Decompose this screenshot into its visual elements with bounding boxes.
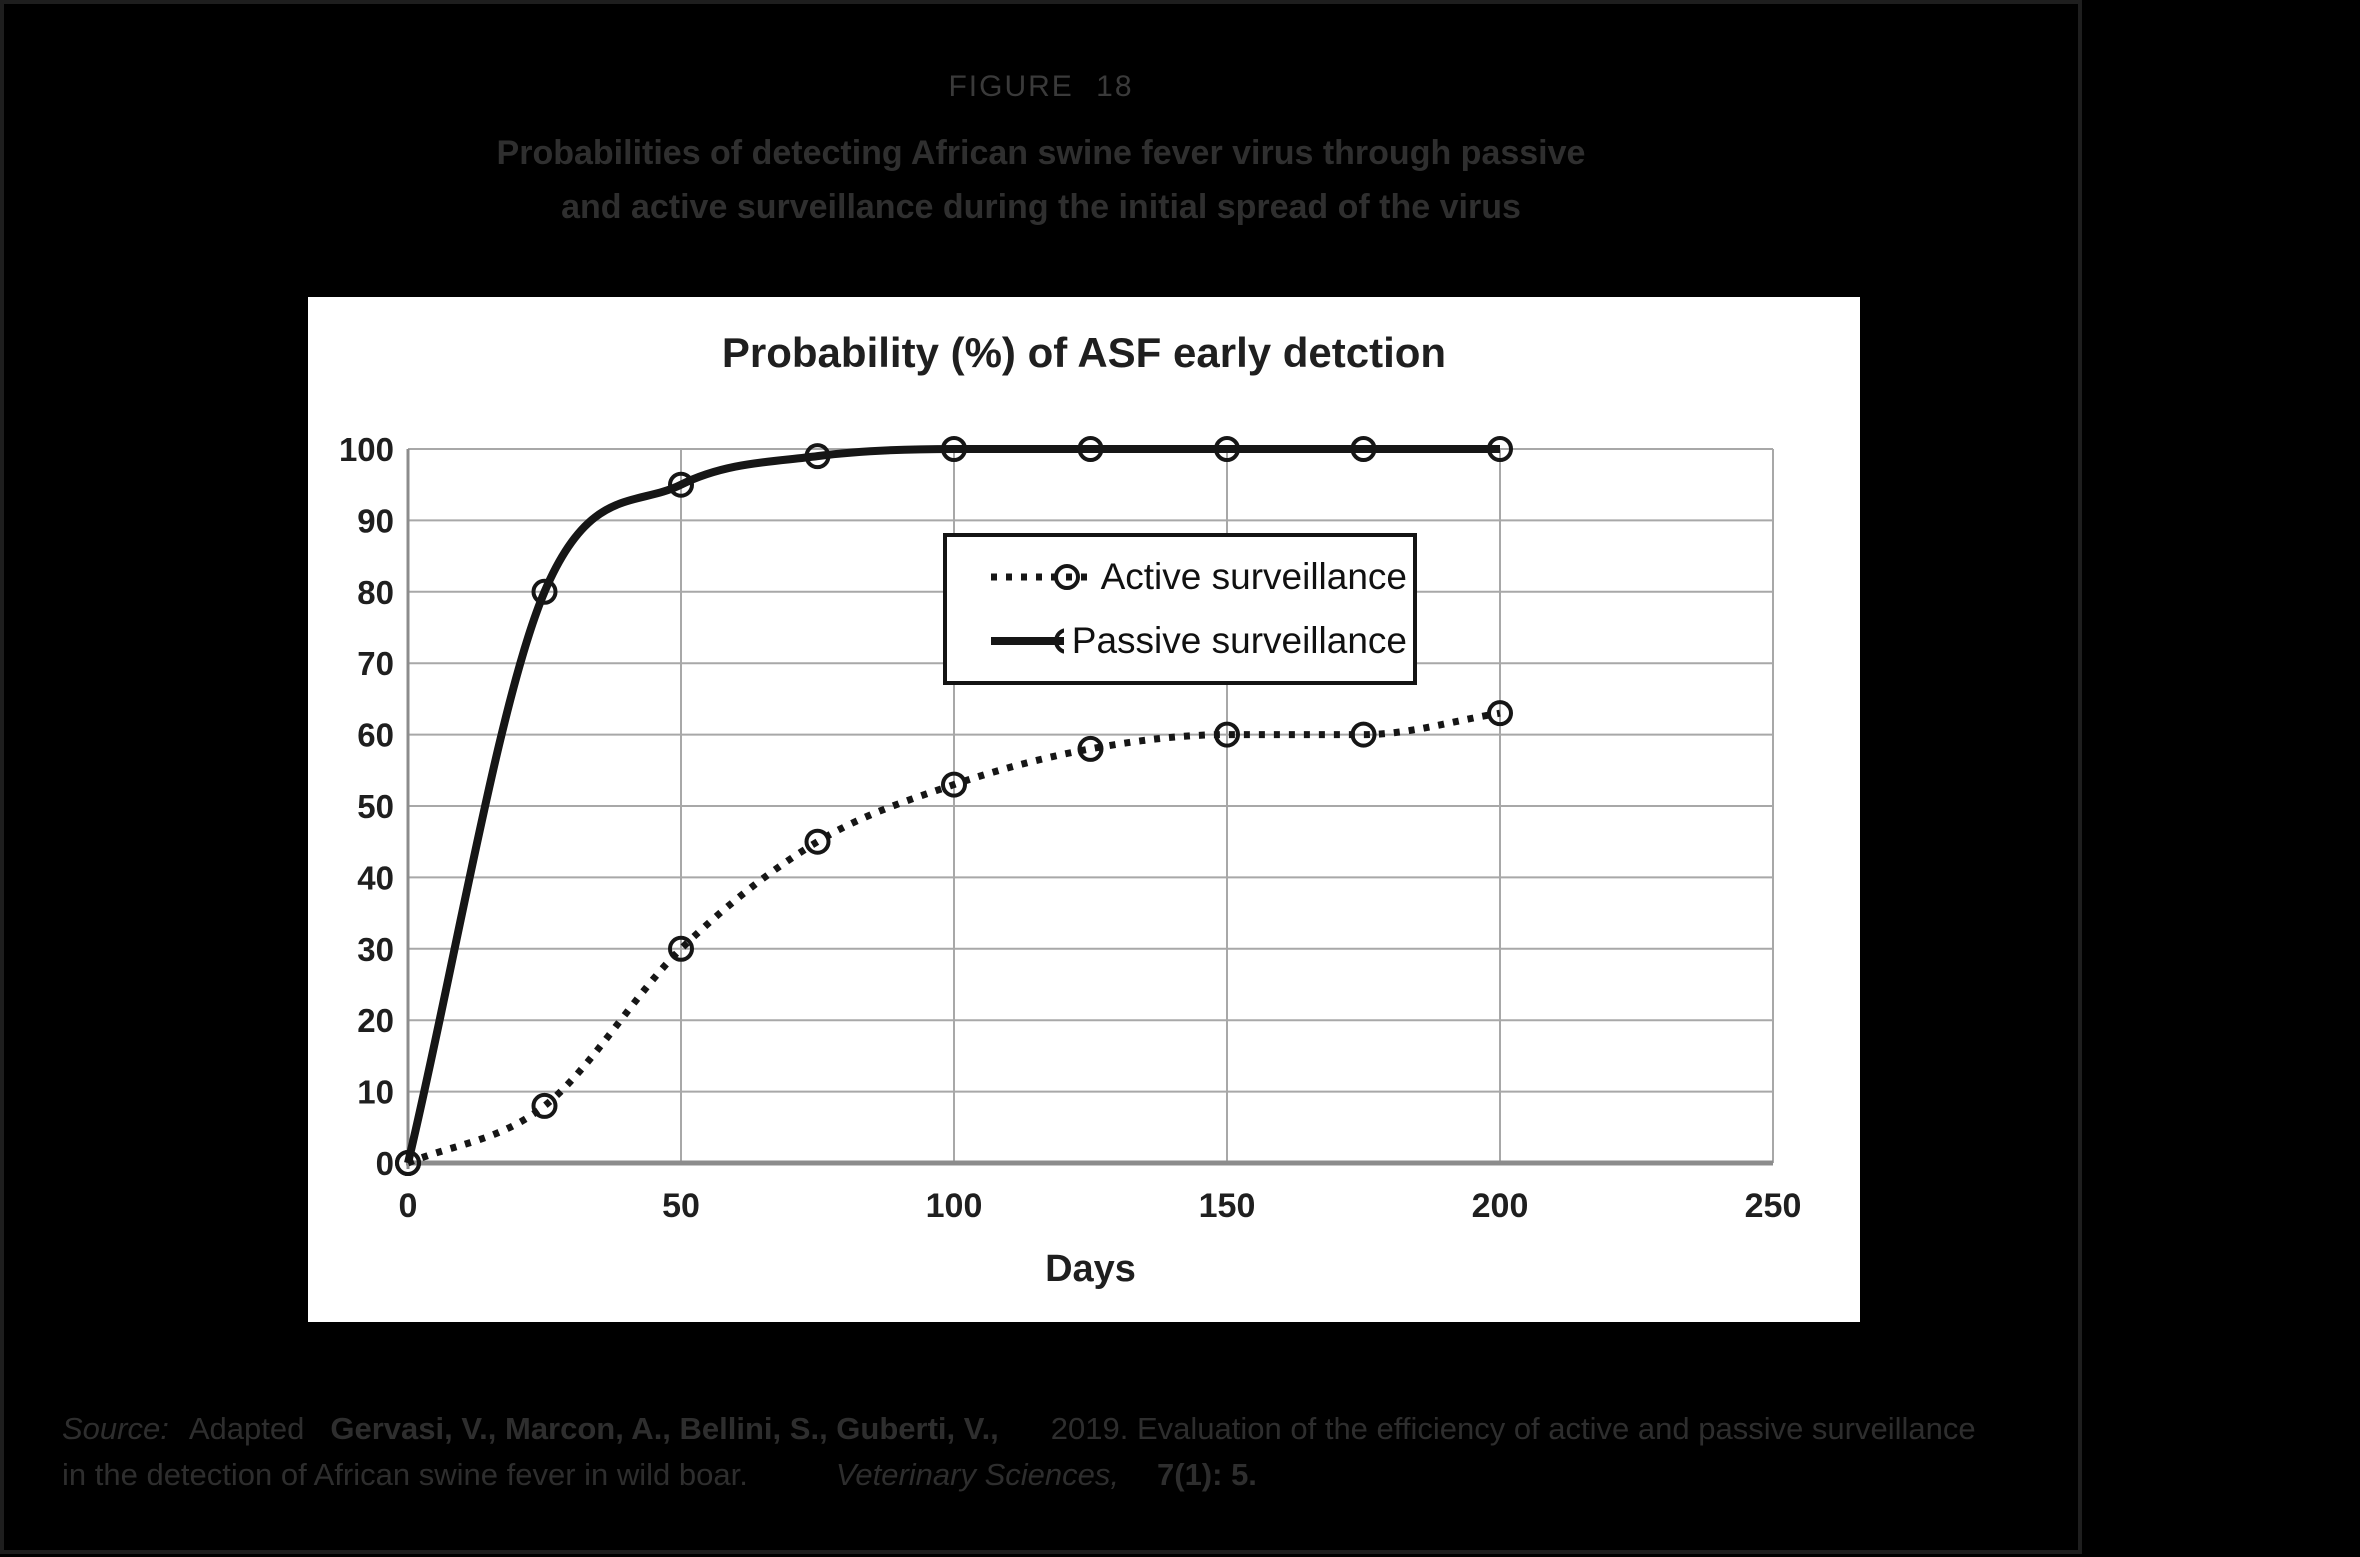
figure-title: Probabilities of detecting African swine… [0,126,2082,234]
source-text2: in the detection of African swine fever … [62,1457,748,1492]
y-tick-label: 0 [376,1145,394,1182]
data-point-marker [1077,436,1104,462]
y-tick-label: 10 [357,1074,394,1111]
data-point-marker [804,443,831,470]
data-point-marker [1214,721,1240,748]
source-line2: in the detection of African swine fever … [62,1452,2022,1498]
passive-series-line [404,445,1500,1164]
y-tick-label: 90 [357,502,394,539]
line-chart: 0 10 20 30 40 50 60 70 80 90 100 0 50 100 150 200 250 Day… [339,431,1802,1290]
source-authors: Gervasi, V., Marcon, A., Bellini, S., Gu… [330,1411,999,1446]
legend-label-active: Active surveillance [1100,556,1407,597]
x-tick-label: 150 [1199,1187,1256,1225]
source-text1: 2019. Evaluation of the efficiency of ac… [1050,1411,1976,1446]
active-series-line [406,709,1501,1167]
legend-sample-dotted-line-icon [991,564,1093,590]
y-tick-label: 80 [357,574,394,611]
x-axis-title: Days [1045,1248,1136,1290]
source-adapted: Adapted [188,1411,305,1446]
data-point-marker [531,578,558,605]
y-tick-label: 20 [357,1002,394,1039]
figure-header: FIGURE 18 Probabilities of detecting Afr… [0,70,2082,234]
legend-sample-solid-line-icon [991,628,1064,654]
y-tick-label: 60 [357,717,394,754]
data-point-marker [1214,436,1240,462]
chart-legend: Active surveillance Passive surveillance [943,533,1417,685]
chart-title: Probability (%) of ASF early detction [721,329,1447,376]
data-point-marker [1077,735,1104,762]
figure-title-line1: Probabilities of detecting African swine… [496,134,1586,172]
figure-number-label: FIGURE 18 [948,70,1134,103]
source-issue: 7(1): 5. [1157,1457,1257,1492]
data-point-marker [395,1150,421,1176]
data-point-marker [1487,436,1513,462]
data-point-marker [1350,721,1377,748]
data-point-marker [941,771,967,798]
source-note: Source: Adapted Gervasi, V., Marcon, A., B… [62,1406,2022,1498]
x-tick-label: 0 [399,1187,418,1225]
data-point-marker [531,1092,558,1119]
source-journal: Veterinary Sciences, [835,1457,1119,1492]
y-tick-label: 40 [357,859,394,896]
data-point-marker [1487,700,1513,727]
source-prefix: Source: [62,1411,169,1446]
figure-title-line2: and active surveillance during the initi… [561,188,1521,226]
data-point-marker [668,935,694,962]
source-line1: Source: Adapted Gervasi, V., Marcon, A., B… [62,1406,2022,1452]
data-point-marker [668,471,694,498]
x-tick-label: 250 [1745,1187,1802,1225]
chart-panel: 0 10 20 30 40 50 60 70 80 90 100 0 50 100 150 200 250 Day… [308,297,1860,1322]
x-tick-label: 100 [926,1187,983,1225]
x-tick-label: 200 [1472,1187,1529,1225]
legend-item-active: Active surveillance [987,556,1407,598]
data-point-marker [941,436,967,462]
y-tick-label: 50 [357,788,394,825]
data-point-marker [804,828,831,855]
y-tick-label: 70 [357,645,394,682]
legend-label-passive: Passive surveillance [1071,620,1407,661]
y-tick-label: 30 [357,931,394,968]
data-point-marker [1350,436,1377,462]
y-tick-label: 100 [339,431,394,468]
legend-item-passive: Passive surveillance [987,620,1407,662]
x-tick-label: 50 [662,1187,700,1225]
